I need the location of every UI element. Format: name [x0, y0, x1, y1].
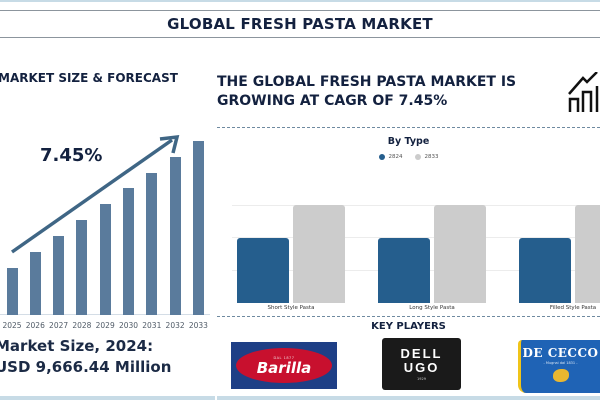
by-type-x-axis-labels: Short Style Pasta Long Style Pasta Filled …: [232, 305, 600, 315]
growth-house-icon: [568, 72, 599, 112]
dececco-tagline: - Mugnai dal 1831 -: [543, 361, 578, 365]
cagr-value: 7.45%: [40, 145, 103, 166]
year-label: 2028: [72, 321, 92, 330]
by-type-bar-chart: [232, 205, 600, 303]
forecast-bar: [76, 220, 88, 315]
category-label: Short Style Pasta: [267, 305, 315, 311]
headline-line-2: GROWING AT CAGR OF 7.45%: [217, 93, 448, 109]
forecast-bar: [99, 204, 111, 315]
divider-dashed-bottom: [217, 316, 600, 317]
type-bar-2824: [519, 238, 571, 303]
barilla-oval: DAL 1877 Barilla: [236, 348, 332, 383]
year-label: 2025: [2, 321, 22, 330]
type-bar-2833: [575, 205, 600, 303]
year-label: 2033: [188, 321, 208, 330]
legend-item-2024: 2824: [378, 154, 403, 160]
year-label: 2031: [142, 321, 162, 330]
legend-label: 2833: [424, 154, 439, 160]
year-label: 2026: [25, 321, 45, 330]
right-footer-strip: [217, 396, 600, 400]
forecast-bar: [169, 157, 181, 315]
forecast-bar: [29, 252, 41, 315]
legend-dot-2024-icon: [378, 154, 385, 160]
dellugo-logo: DELL UGO 1929: [382, 338, 461, 390]
type-bar-2833: [293, 205, 345, 303]
divider-dashed-top: [217, 127, 600, 128]
dececco-wordmark: DE CECCO: [522, 346, 599, 360]
by-type-chart-title: By Type: [387, 136, 430, 147]
dellugo-wordmark-line1: DELL: [400, 346, 443, 361]
forecast-bar: [53, 236, 65, 315]
cagr-headline: THE GLOBAL FRESH PASTA MARKET IS GROWING…: [217, 73, 516, 111]
barilla-logo: DAL 1877 Barilla: [231, 342, 337, 389]
by-type-legend: 2824 2833: [217, 154, 600, 160]
year-label: 2032: [165, 321, 185, 330]
barilla-wordmark: Barilla: [256, 358, 312, 377]
forecast-bar: [6, 268, 18, 315]
category-label: Filled Style Pasta: [549, 305, 597, 311]
type-bar-2833: [434, 205, 486, 303]
type-bar-2824: [237, 238, 289, 303]
dececco-mascot-icon: [552, 369, 569, 382]
headline-line-1: THE GLOBAL FRESH PASTA MARKET IS: [217, 74, 517, 90]
year-label: 2027: [49, 321, 69, 330]
dececco-logo: DE CECCO - Mugnai dal 1831 -: [518, 340, 600, 393]
dellugo-wordmark-line2: UGO: [403, 360, 440, 375]
forecast-bar: [192, 141, 204, 315]
grid-line: [232, 237, 600, 238]
forecast-bar: [123, 188, 134, 315]
category-label: Long Style Pasta: [409, 305, 455, 311]
legend-dot-2033-icon: [414, 154, 421, 160]
market-size-forecast-heading: MARKET SIZE & FORECAST: [0, 71, 178, 85]
grid-line: [232, 205, 600, 206]
market-size-label: Market Size, 2024:: [0, 337, 154, 355]
dellugo-year: 1929: [417, 377, 426, 381]
left-footer-strip: [0, 396, 215, 400]
market-size-value: USD 9,666.44 Million: [0, 358, 172, 376]
key-players-heading: KEY PLAYERS: [371, 321, 446, 332]
year-label: 2029: [95, 321, 115, 330]
legend-label: 2824: [388, 154, 403, 160]
title-bar: GLOBAL FRESH PASTA MARKET: [0, 10, 600, 38]
forecast-bar-chart: [0, 130, 215, 315]
page-title: GLOBAL FRESH PASTA MARKET: [167, 15, 433, 33]
type-bar-2824: [378, 238, 430, 303]
forecast-bar: [146, 173, 158, 315]
year-label: 2030: [118, 321, 139, 330]
market-size-2024: Market Size, 2024: USD 9,666.44 Million: [0, 336, 171, 378]
forecast-x-axis-labels: 2025 2026 2027 2028 2029 2030 2031 2032 2033: [0, 321, 215, 333]
barilla-tagline: DAL 1877: [273, 355, 295, 360]
legend-item-2033: 2833: [414, 154, 439, 160]
top-accent-strip: [0, 0, 600, 2]
